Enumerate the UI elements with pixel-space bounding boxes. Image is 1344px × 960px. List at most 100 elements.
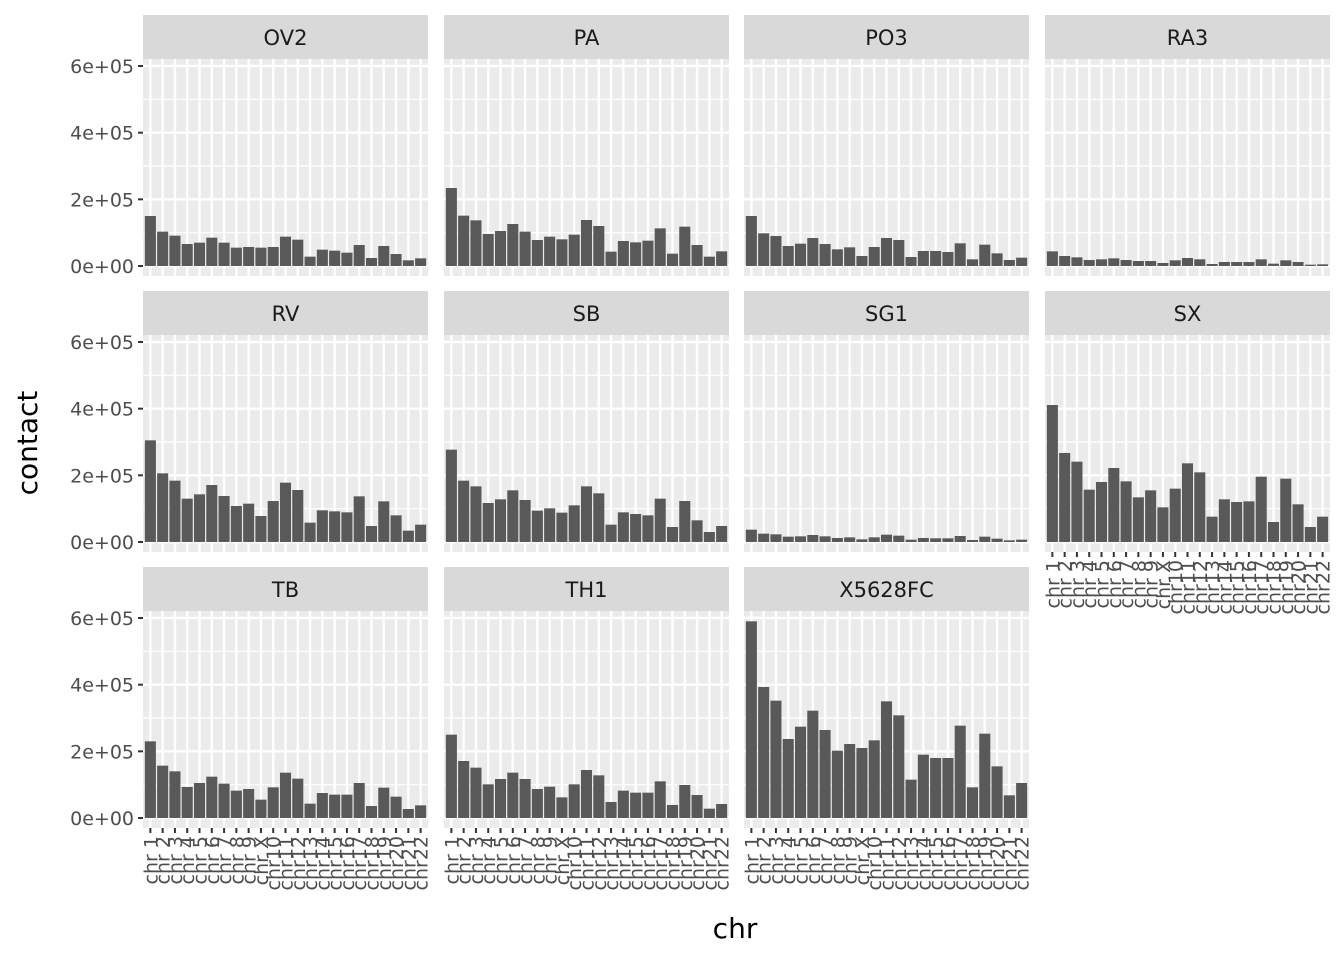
facet-sg1: SG1 <box>744 291 1029 552</box>
bar-chr6 <box>1108 258 1120 266</box>
bar-chr8 <box>831 538 843 542</box>
bar-chr15 <box>630 514 642 542</box>
bar-chr18 <box>966 787 979 818</box>
bar-chr16 <box>341 252 353 266</box>
facet-title: SX <box>1174 302 1202 326</box>
bar-chr12 <box>593 226 605 266</box>
bar-chr2 <box>1059 256 1071 266</box>
bar-chr18 <box>966 259 979 266</box>
bar-chr19 <box>1280 478 1292 542</box>
bar-chr2 <box>758 687 770 818</box>
facet-title: RV <box>272 302 300 326</box>
y-tick-label: 6e+05 <box>70 332 134 354</box>
bar-chr6 <box>206 237 218 266</box>
bar-chr15 <box>329 250 341 266</box>
x-tick-label: chr 3 <box>1067 560 1089 608</box>
bar-chr22 <box>1317 264 1329 266</box>
bar-chr21 <box>1003 795 1015 818</box>
bar-chr11 <box>880 534 893 542</box>
bar-chr19 <box>979 536 991 542</box>
bar-chr9 <box>243 247 255 266</box>
bar-chr6 <box>507 772 519 818</box>
x-tick-label: chr X <box>552 836 574 885</box>
bar-chr14 <box>617 790 629 818</box>
bar-chr22 <box>1016 783 1028 818</box>
bar-chr7 <box>819 730 831 818</box>
bar-chr14 <box>1218 499 1230 542</box>
bar-chr2 <box>758 533 770 542</box>
bar-chr19 <box>679 785 691 818</box>
bar-chr5 <box>193 242 206 266</box>
x-tick-label: chr21 <box>699 836 721 890</box>
x-tick-label: chr20 <box>987 836 1009 890</box>
bar-chr9 <box>844 537 856 542</box>
x-tick-label: chr10 <box>864 836 886 890</box>
y-tick-label: 2e+05 <box>70 465 134 487</box>
bar-chr6 <box>206 776 218 818</box>
bar-chr20 <box>691 520 703 542</box>
bar-chr11 <box>279 772 292 818</box>
bar-chrX <box>556 797 568 818</box>
facet-title: RA3 <box>1167 26 1208 50</box>
bar-chr10 <box>568 784 580 818</box>
x-tick-label: chr22 <box>712 836 734 890</box>
bar-chr21 <box>703 256 715 266</box>
y-tick-label: 6e+05 <box>70 56 134 78</box>
facet-strip <box>744 15 1029 59</box>
x-tick-label: chr 6 <box>202 836 224 884</box>
x-tick-label: chr 4 <box>177 836 199 884</box>
bar-chr18 <box>666 805 679 818</box>
bar-chr16 <box>341 794 353 818</box>
bar-chr22 <box>415 805 427 818</box>
x-tick-label: chr 8 <box>1128 560 1150 608</box>
bar-chr1 <box>445 449 457 542</box>
facet-title: X5628FC <box>839 578 934 602</box>
bar-chr5 <box>193 783 206 818</box>
y-tick-label: 2e+05 <box>70 189 134 211</box>
facet-strip <box>744 567 1029 611</box>
bar-chr19 <box>979 733 991 818</box>
x-tick-label: chr20 <box>687 836 709 890</box>
bar-chr5 <box>494 499 507 542</box>
x-tick-label: chr22 <box>411 836 433 890</box>
bar-chr21 <box>703 808 715 818</box>
bar-chr12 <box>893 715 905 818</box>
bar-chr16 <box>1243 501 1255 542</box>
x-tick-label: chr 7 <box>214 836 236 884</box>
bar-chr1 <box>144 741 156 818</box>
x-tick-label: chr 8 <box>226 836 248 884</box>
x-tick-label: chr19 <box>975 836 997 890</box>
x-tick-label: chr19 <box>1276 560 1298 614</box>
x-tick-label: chr16 <box>337 836 359 890</box>
bar-chr14 <box>1218 262 1230 266</box>
bar-chr17 <box>353 245 365 266</box>
bar-chr13 <box>605 251 617 266</box>
x-tick-label: chr 6 <box>503 836 525 884</box>
bar-chr8 <box>531 789 543 818</box>
x-tick-label: chr11 <box>276 836 298 890</box>
bar-chr6 <box>807 710 819 818</box>
bar-chr10 <box>868 247 880 266</box>
y-tick-label: 4e+05 <box>70 123 134 145</box>
x-tick-label: chr11 <box>1178 560 1200 614</box>
x-tick-label: chr12 <box>589 836 611 890</box>
bar-chr5 <box>494 779 507 818</box>
bar-chr4 <box>1083 260 1095 266</box>
facet-strip <box>1045 291 1330 335</box>
bar-chr10 <box>568 234 580 266</box>
facet-pa: PA <box>444 15 729 276</box>
bar-chr4 <box>782 246 794 266</box>
x-tick-label: chr13 <box>901 836 923 890</box>
bar-chr17 <box>954 536 966 542</box>
bar-chr11 <box>1181 258 1194 266</box>
facet-title: PO3 <box>865 26 908 50</box>
bar-chr1 <box>745 621 757 818</box>
x-tick-label: chr22 <box>1313 560 1335 614</box>
bar-chr20 <box>991 766 1003 818</box>
bar-chr13 <box>605 524 617 542</box>
bar-chr9 <box>243 503 255 542</box>
bar-chr5 <box>794 536 807 542</box>
